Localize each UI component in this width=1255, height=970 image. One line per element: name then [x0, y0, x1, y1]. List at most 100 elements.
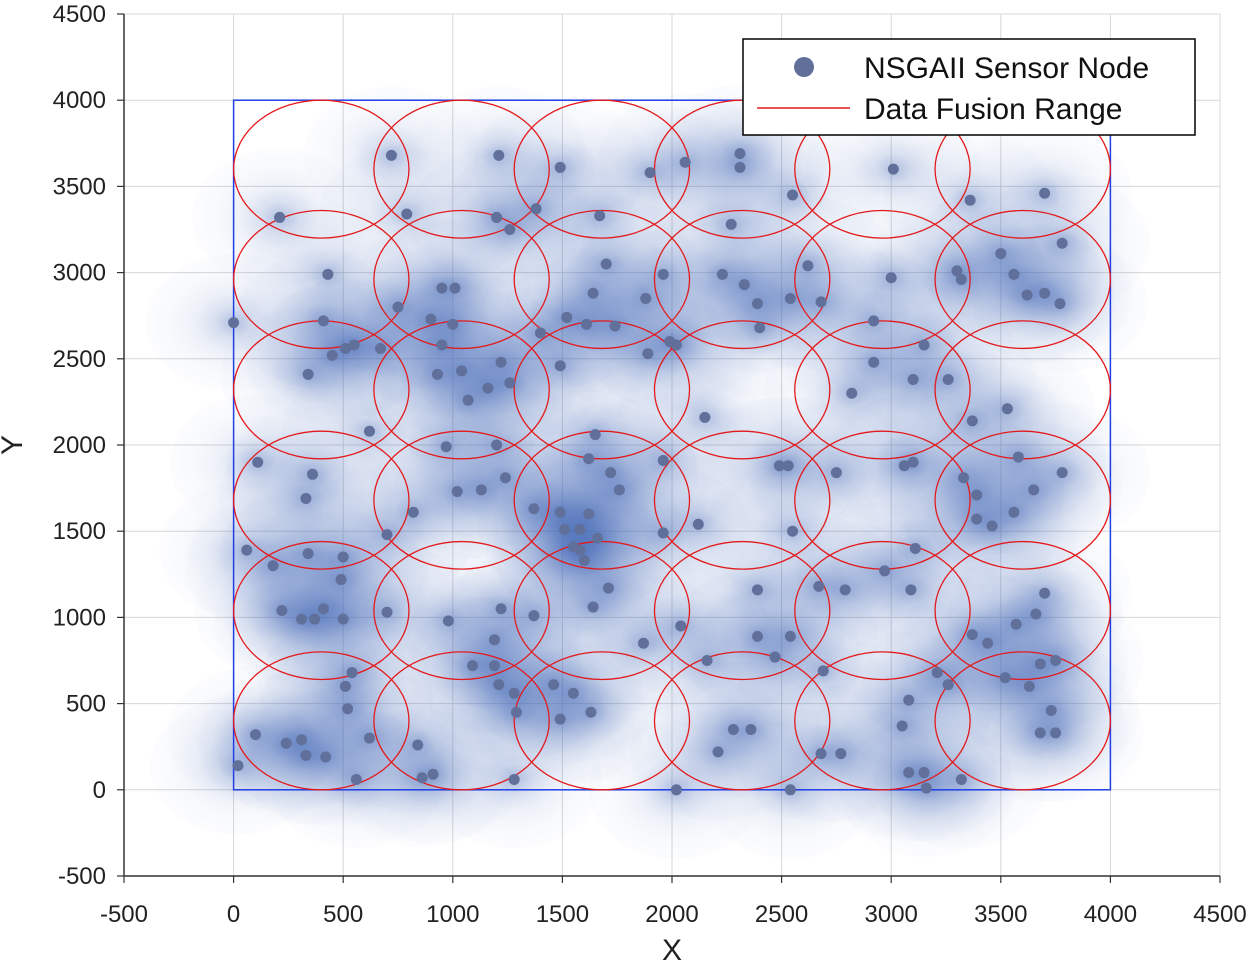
- y-tick-label: 500: [66, 691, 106, 718]
- sensor-node-point: [931, 667, 943, 679]
- x-axis-title: X: [662, 934, 682, 967]
- sensor-node-point: [920, 782, 932, 794]
- x-tick-label: 4500: [1193, 901, 1246, 928]
- sensor-node-point: [528, 503, 540, 515]
- x-tick-label: 500: [323, 901, 363, 928]
- sensor-node-point: [905, 584, 917, 596]
- fusion-range-circle: [794, 540, 971, 681]
- sensor-node-point: [839, 584, 851, 596]
- legend-box: [742, 38, 1196, 136]
- sensor-node-point: [727, 723, 739, 735]
- fusion-range-circle: [513, 651, 691, 791]
- sensor-node-point: [751, 630, 763, 642]
- sensor-node-point: [642, 348, 654, 360]
- fusion-range-circle: [373, 430, 550, 570]
- sensor-node-point: [252, 456, 264, 468]
- sensor-node-point: [296, 734, 308, 746]
- x-tick-label: 1000: [426, 901, 479, 928]
- sensor-node-point: [416, 772, 428, 784]
- sensor-node-point: [534, 327, 546, 339]
- sensor-node-point: [657, 455, 669, 467]
- sensor-node-point: [488, 634, 500, 646]
- sensor-node-point: [657, 268, 669, 280]
- sensor-node-point: [302, 548, 314, 560]
- sensor-node-point: [1039, 187, 1051, 199]
- sensor-node-point: [699, 411, 711, 423]
- sensor-node-point: [462, 394, 474, 406]
- sensor-node-point: [1056, 237, 1068, 249]
- sensor-node-point: [600, 258, 612, 270]
- sensor-node-point: [835, 748, 847, 760]
- y-tick-label: 4000: [53, 87, 106, 114]
- sensor-node-point: [585, 706, 597, 718]
- sensor-node-point: [725, 218, 737, 230]
- sensor-node-point: [955, 773, 967, 785]
- sensor-node-point: [364, 425, 376, 437]
- sensor-node-point: [701, 655, 713, 666]
- sensor-node-point: [499, 472, 511, 484]
- sensor-node-point: [692, 518, 704, 530]
- sensor-node-point: [267, 560, 279, 572]
- sensor-node-point: [955, 273, 967, 285]
- sensor-node-point: [1010, 618, 1022, 630]
- x-tick-label: 0: [227, 901, 240, 928]
- fusion-range-circle: [653, 651, 831, 791]
- sensor-node-point: [554, 506, 566, 518]
- sensor-node-point: [307, 468, 319, 480]
- sensor-node-point: [451, 486, 463, 498]
- sensor-node-point: [907, 373, 919, 385]
- sensor-node-point: [447, 318, 459, 330]
- sensor-node-point: [734, 148, 746, 160]
- sensor-node-point: [431, 368, 443, 380]
- sensor-node-point: [1023, 680, 1035, 692]
- sensor-node-point: [504, 377, 516, 389]
- fusion-range-circle: [513, 430, 691, 570]
- sensor-node-point: [339, 342, 351, 354]
- sensor-node-point: [813, 580, 825, 592]
- sensor-node-point: [868, 315, 880, 327]
- sensor-node-point: [657, 527, 669, 539]
- x-tick-label: -500: [100, 901, 148, 928]
- sensor-node-point: [918, 767, 930, 779]
- sensor-node-point: [787, 525, 799, 537]
- fusion-range-circle: [232, 540, 410, 681]
- sensor-node-point: [640, 292, 652, 304]
- sensor-node-point: [407, 506, 419, 518]
- x-tick-label: 4000: [1084, 901, 1137, 928]
- sensor-node-point: [769, 651, 781, 663]
- sensor-node-point: [442, 615, 454, 627]
- fusion-range-circle: [513, 99, 691, 239]
- sensor-node-point: [274, 211, 286, 223]
- sensor-node-point: [381, 606, 393, 618]
- sensor-node-point: [300, 749, 312, 761]
- sensor-node-point: [784, 630, 796, 642]
- sensor-node-point: [296, 613, 308, 625]
- sensor-node-point: [427, 768, 439, 780]
- coverage-layer: [145, 84, 1150, 859]
- sensor-node-point: [675, 620, 687, 632]
- sensor-node-point: [495, 356, 507, 368]
- fusion-range-circle: [373, 99, 550, 239]
- sensor-node-point: [561, 311, 573, 323]
- sensor-node-point: [918, 339, 930, 351]
- sensor-node-point: [449, 282, 461, 294]
- sensor-node-point: [885, 272, 897, 284]
- sensor-node-point: [381, 529, 393, 541]
- sensor-node-point: [958, 472, 970, 484]
- sensor-node-point: [1021, 289, 1033, 301]
- sensor-node-point: [1039, 287, 1051, 299]
- sensor-node-point: [317, 315, 329, 327]
- sensor-node-point: [276, 605, 288, 617]
- x-tick-label: 2500: [755, 901, 808, 928]
- sensor-node-point: [868, 356, 880, 368]
- legend-marker-nodes: [794, 57, 814, 77]
- sensor-node-point: [440, 441, 452, 453]
- sensor-node-point: [644, 167, 656, 179]
- sensor-node-point: [734, 161, 746, 173]
- sensor-node-point: [591, 532, 603, 544]
- sensor-node-point: [482, 382, 494, 394]
- sensor-node-point: [712, 746, 724, 758]
- sensor-node-point: [385, 149, 397, 161]
- sensor-node-point: [1056, 467, 1068, 479]
- fusion-range-circle: [934, 540, 1112, 681]
